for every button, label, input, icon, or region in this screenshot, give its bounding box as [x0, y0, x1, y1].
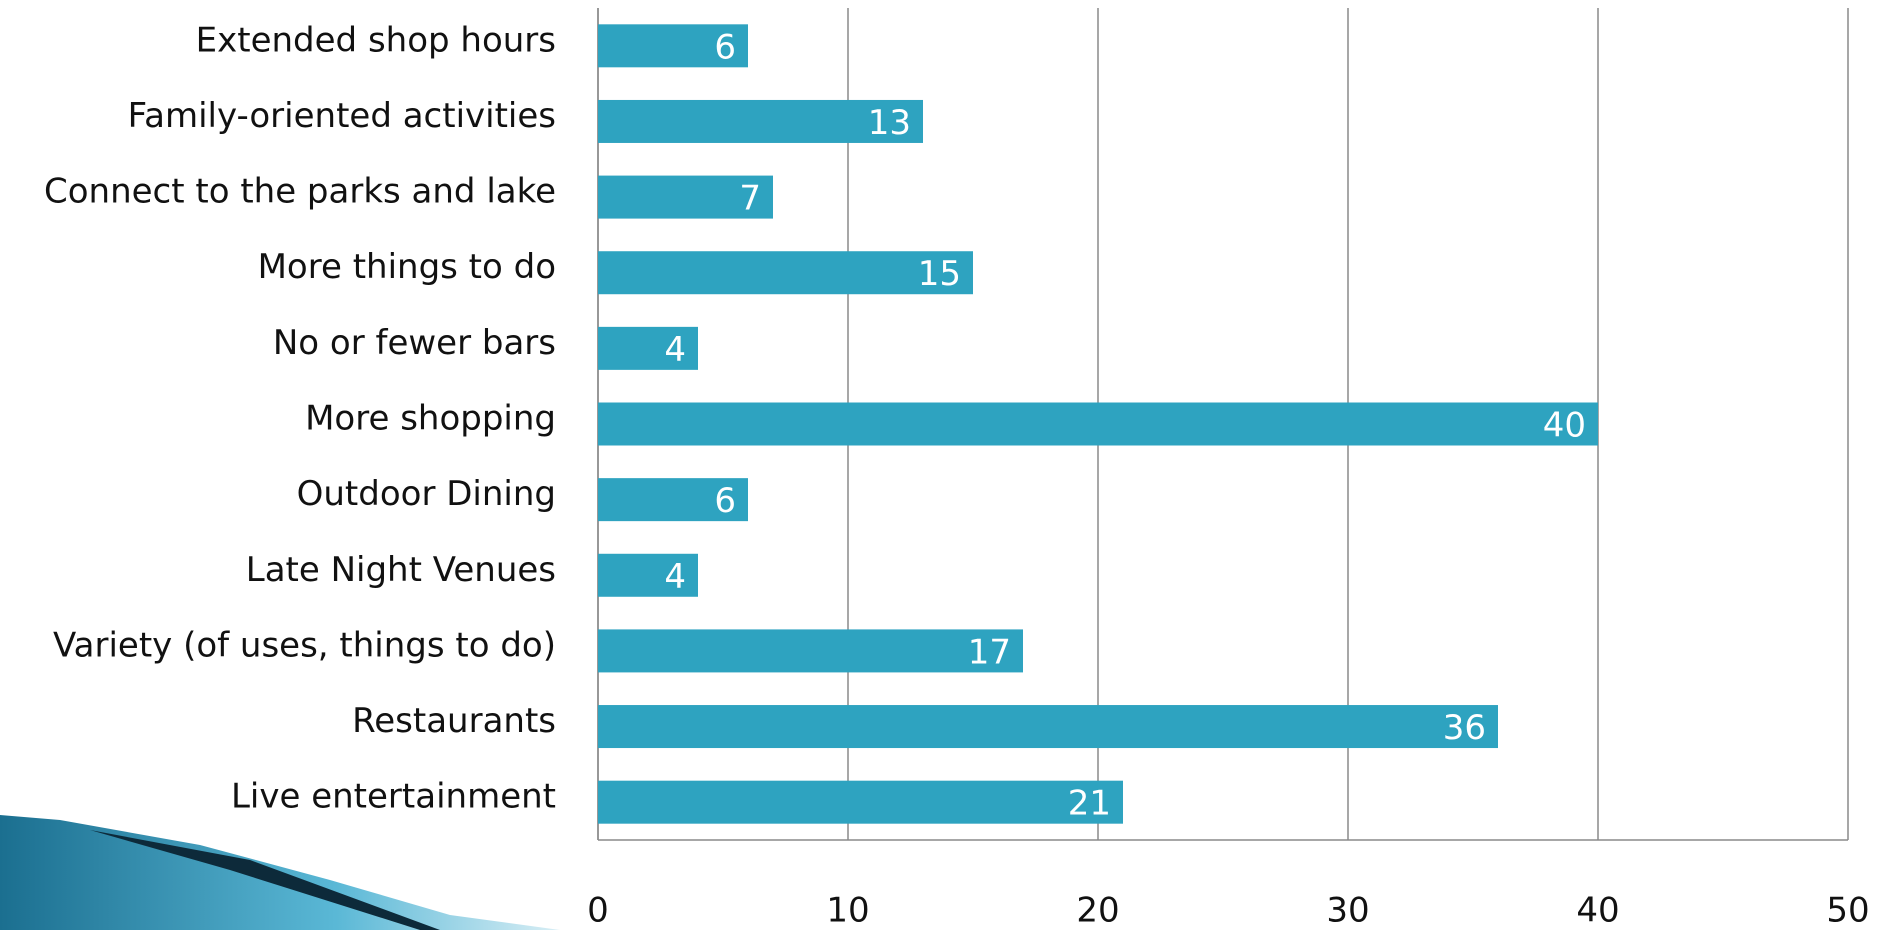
bar [598, 478, 748, 522]
bar [598, 629, 1023, 673]
y-tick-label: Outdoor Dining [297, 474, 556, 514]
x-tick-label: 0 [587, 891, 609, 930]
y-tick-label: Connect to the parks and lake [44, 172, 556, 212]
data-label: 6 [714, 481, 736, 521]
y-tick-label: Extended shop hours [196, 20, 556, 60]
bar [598, 326, 698, 370]
y-tick-label: Late Night Venues [246, 550, 556, 590]
x-tick-label: 50 [1826, 891, 1869, 930]
decorative-swoosh-shadow [90, 830, 440, 930]
data-label: 4 [664, 557, 686, 597]
bar [598, 99, 923, 143]
bar [598, 780, 1123, 824]
bar [598, 402, 1598, 446]
y-tick-label: Family-oriented activities [128, 96, 556, 136]
data-label: 13 [868, 103, 911, 143]
y-tick-label: No or fewer bars [273, 323, 556, 363]
y-tick-label: More things to do [258, 247, 556, 287]
data-label: 6 [714, 27, 736, 67]
y-tick-label: More shopping [305, 399, 556, 439]
x-tick-label: 10 [826, 891, 869, 930]
data-label: 15 [918, 254, 961, 294]
data-label: 17 [968, 632, 1011, 672]
bar [598, 175, 773, 219]
bar [598, 553, 698, 597]
data-label: 4 [664, 330, 686, 370]
x-tick-label: 30 [1326, 891, 1369, 930]
bar [598, 705, 1498, 749]
y-tick-label: Restaurants [352, 701, 556, 741]
bar [598, 24, 748, 68]
data-label: 40 [1543, 406, 1586, 446]
x-tick-label: 40 [1576, 891, 1619, 930]
y-tick-label: Variety (of uses, things to do) [53, 625, 556, 665]
data-label: 21 [1068, 784, 1111, 824]
bar [598, 251, 973, 295]
y-tick-label: Live entertainment [231, 777, 556, 817]
x-tick-label: 20 [1076, 891, 1119, 930]
data-label: 36 [1443, 708, 1486, 748]
data-label: 7 [739, 179, 761, 219]
